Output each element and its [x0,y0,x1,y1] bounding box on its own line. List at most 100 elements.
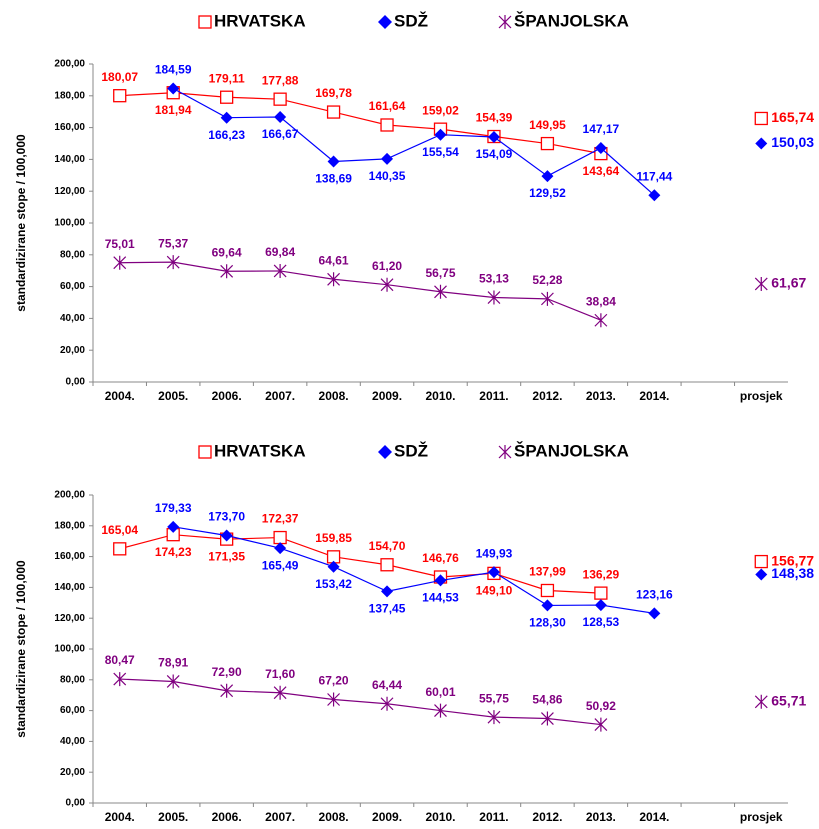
x-tick-label: 2012. [532,389,562,403]
marker-asterisk [166,674,180,689]
marker-asterisk [754,276,768,291]
y-tick-label: 0,00 [66,377,86,388]
marker-asterisk [220,264,234,279]
data-label: 128,30 [529,616,566,630]
data-label: 67,20 [319,674,349,688]
marker-diamond [274,542,287,555]
marker-square [198,445,212,459]
data-label: 165,04 [101,523,138,537]
data-label: 52,28 [532,273,562,287]
marker-diamond [381,152,394,165]
x-tick-label: 2014. [639,389,669,403]
data-label: 174,23 [155,545,192,559]
data-label: 161,64 [369,99,406,113]
marker-asterisk [113,672,127,687]
y-tick-label: 80,00 [60,249,85,260]
data-label: 64,44 [372,678,402,692]
marker-square [540,583,555,598]
marker-square [273,530,287,545]
data-label: 179,11 [209,71,245,85]
x-tick-label: 2004. [105,810,135,824]
marker-asterisk [380,696,394,711]
x-tick-label: 2009. [372,389,402,403]
data-label: 166,23 [208,128,245,142]
y-tick-label: 200,00 [54,59,85,70]
y-tick-label: 100,00 [54,644,85,655]
y-tick-label: 20,00 [60,767,85,778]
marker-diamond [327,560,340,573]
data-label: 155,54 [422,145,459,159]
data-label: 180,07 [101,70,138,84]
y-axis-label: standardizirane stope / 100,000 [14,134,28,312]
marker-square [113,89,127,103]
marker-asterisk [273,685,287,700]
data-label: 172,37 [262,512,299,526]
data-label: 153,42 [315,577,352,591]
y-axis-label: standardizirane stope / 100,000 [14,560,28,738]
marker-diamond [594,599,607,612]
data-label: 138,69 [315,172,352,186]
marker-diamond [648,189,661,202]
y-tick-label: 80,00 [60,674,85,685]
data-label: 75,37 [158,236,188,250]
x-tick-label: 2008. [319,810,349,824]
marker-square [198,15,212,29]
x-tick-label: 2006. [212,389,242,403]
x-tick-label: 2007. [265,810,295,824]
marker-diamond [167,82,180,95]
y-tick-label: 120,00 [54,186,85,197]
y-tick-label: 180,00 [54,90,85,101]
data-label: 78,91 [158,656,188,670]
data-label: 169,78 [315,86,352,100]
y-tick-label: 200,00 [54,490,85,501]
marker-square [220,90,234,104]
x-tick-label: 2011. [479,389,508,403]
data-label: 53,13 [479,272,509,286]
marker-asterisk [540,711,554,726]
data-label: 154,09 [476,147,513,161]
marker-diamond [487,130,500,143]
marker-square [326,105,341,119]
data-label: 165,49 [262,558,299,572]
y-tick-label: 40,00 [60,313,85,324]
marker-diamond [434,128,447,141]
data-label: 147,17 [583,122,620,136]
data-label: 50,92 [586,699,616,713]
data-label: 69,84 [265,245,295,259]
x-tick-label: 2004. [105,389,135,403]
data-label: 173,70 [208,510,245,524]
data-label: 137,45 [369,601,406,615]
x-tick-label: 2005. [158,810,188,824]
x-tick-label: 2010. [425,389,455,403]
marker-asterisk [220,683,234,698]
data-label: 60,01 [425,685,455,699]
data-label: 165,74 [771,109,814,125]
y-tick-label: 60,00 [60,281,85,292]
data-label: 146,76 [422,551,459,565]
data-label: 179,33 [155,501,192,515]
data-label: 75,01 [105,237,135,251]
marker-asterisk [113,255,127,270]
data-label: 181,94 [155,103,192,117]
marker-asterisk [380,277,394,292]
x-tick-label: 2005. [158,389,188,403]
y-tick-label: 140,00 [54,154,85,165]
y-tick-label: 40,00 [60,736,85,747]
data-label: 64,61 [319,253,349,267]
marker-diamond [541,170,554,183]
marker-square [380,558,394,572]
data-label: 140,35 [369,169,406,183]
data-label: 143,64 [583,164,620,178]
data-label: 123,16 [636,588,673,602]
data-label: 56,75 [425,266,455,280]
marker-diamond [378,445,392,459]
marker-asterisk [166,255,180,270]
x-tick-label: 2013. [586,810,616,824]
marker-square [273,92,287,106]
data-label: 55,75 [479,691,509,705]
x-tick-label: 2010. [425,810,455,824]
marker-diamond [487,566,500,579]
data-label: 159,85 [315,531,352,545]
marker-square [594,586,608,600]
